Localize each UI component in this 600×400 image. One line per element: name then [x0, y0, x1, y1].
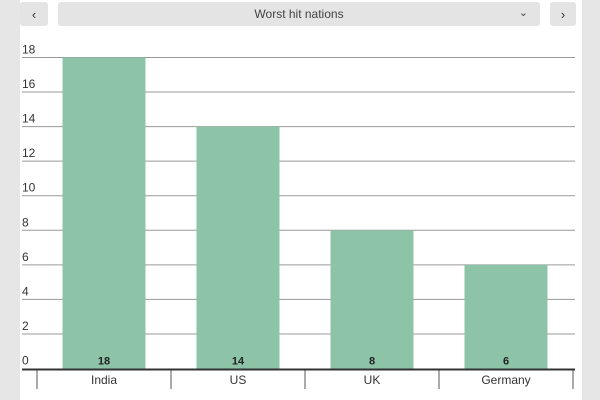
prev-button[interactable]: ‹ — [20, 2, 48, 26]
chevron-left-icon: ‹ — [31, 6, 37, 22]
bar-india — [62, 57, 146, 369]
x-tick-label: US — [230, 373, 247, 387]
y-tick-label: 18 — [22, 43, 36, 57]
y-tick-label: 12 — [22, 146, 36, 160]
chevron-right-icon: › — [560, 6, 566, 22]
data-label: 18 — [98, 356, 110, 368]
bar-uk — [330, 230, 414, 369]
y-tick-label: 8 — [22, 215, 29, 229]
y-tick-label: 4 — [22, 284, 29, 298]
x-tick-label: UK — [364, 373, 381, 387]
data-label: 6 — [503, 356, 509, 368]
y-tick-label: 0 — [22, 354, 29, 368]
y-tick-label: 2 — [22, 319, 29, 333]
y-tick-label: 14 — [22, 112, 36, 126]
bar-germany — [464, 264, 548, 369]
x-tick-label: Germany — [481, 373, 530, 387]
y-tick-label: 10 — [22, 181, 36, 195]
x-tick-label: India — [91, 373, 117, 387]
data-label: 14 — [232, 356, 245, 368]
y-tick-label: 6 — [22, 250, 29, 264]
bar-us — [196, 126, 280, 369]
y-tick-label: 16 — [22, 77, 36, 91]
next-button[interactable]: › — [550, 2, 576, 26]
dropdown-selected-label: Worst hit nations — [254, 7, 344, 21]
data-label: 8 — [369, 356, 375, 368]
chevron-down-icon: ⌄ — [518, 7, 528, 19]
chart-selector-dropdown[interactable]: Worst hit nations ⌄ — [58, 2, 540, 26]
